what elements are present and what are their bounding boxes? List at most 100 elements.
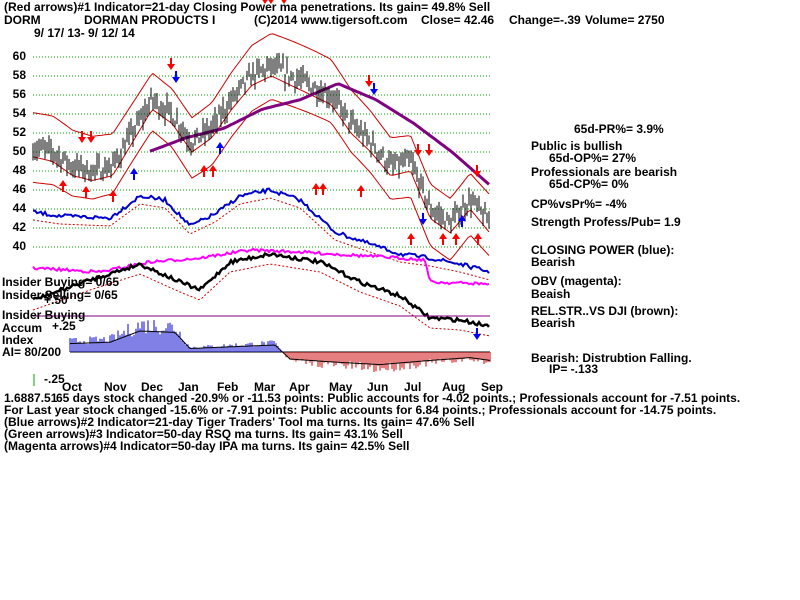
relstr-value: Bearish [531,316,576,330]
buy-arrow-icon [130,168,138,180]
x-tick-jun: Jun [367,380,389,394]
footer-line1: 65 days stock changed -20.9% or -11.53 p… [56,391,741,405]
op-value: 65d-OP%= 27% [549,151,637,165]
y-tick: 56 [12,87,26,101]
buy-arrow-icon [109,190,117,202]
copyright: (C)2014 www.tigersoft.com [254,13,408,27]
x-tick-feb: Feb [217,380,239,394]
index-label: Index [2,333,34,347]
y-tick: 58 [12,68,26,82]
sell-arrow-icon [167,58,175,70]
insider-buying-count: Insider Buying= 0/65 [2,275,120,289]
sell-arrow-icon [370,83,378,95]
sell-arrow-icon [268,0,274,4]
closing-power-label: CLOSING POWER (blue): [531,243,675,257]
sell-arrow-icon [473,165,481,177]
buy-arrow-icon [82,186,90,198]
pr-value: 65d-PR%= 3.9% [574,122,664,136]
buy-arrow-icon [407,233,415,245]
sell-arrow-icon [262,0,268,4]
obv-line [32,247,490,286]
sell-arrow-icon [281,0,287,4]
symbol: DORM [4,13,41,27]
strength-ratio: Strength Profess/Pub= 1.9 [531,215,681,229]
sell-arrow-icon [419,213,427,225]
ip-value: IP= -.133 [549,362,599,376]
buy-arrow-icon [452,233,460,245]
sell-arrow-icon [425,144,433,156]
footer-overlap: 1.6887.51 [4,391,58,405]
x-tick-dec: Dec [141,380,164,394]
buy-arrow-icon [209,165,217,177]
buy-arrow-icon [59,180,67,192]
cp-vs-pr: CP%vsPr%= -4% [531,197,627,211]
sell-arrow-icon [473,328,481,340]
x-tick-sep: Sep [481,380,504,394]
accum-label: Accum [2,321,43,335]
buy-arrow-icon [216,142,224,154]
footer-line5: (Magenta arrows)#4 Indicator=50-day IPA … [4,439,410,453]
buy-arrow-icon [200,165,208,177]
cp-value: 65d-CP%= 0% [549,177,629,191]
x-tick-jan: Jan [178,380,199,394]
volume-value: Volume= 2750 [585,13,665,27]
insider-buying-label: Insider Buying [2,308,86,322]
date-range: 9/ 17/ 13- 9/ 12/ 14 [34,26,135,40]
buy-arrow-icon [439,233,447,245]
accum-ma [69,330,491,366]
closing-power-ma [32,197,490,281]
buy-arrow-icon [312,183,320,195]
x-tick-oct: Oct [62,380,83,394]
plus50-label: +.50 [44,293,68,307]
close-value: Close= 42.46 [421,13,495,27]
footer-line2: For Last year stock changed -15.6% or -7… [4,403,717,417]
relstr-line [32,251,490,328]
y-tick: 46 [12,182,26,196]
relstr-label: REL.STR..VS DJI (brown): [531,304,679,318]
x-tick-may: May [329,380,353,394]
footer-line4: (Green arrows)#3 Indicator=50-day RSQ ma… [4,427,403,441]
sell-arrow-icon [365,75,373,87]
buy-arrow-icon [319,183,327,195]
y-tick: 44 [12,201,26,215]
public-bullish: Public is bullish [531,139,623,153]
change-value: Change=-.39 [509,13,581,27]
y-tick: 60 [12,49,26,63]
y-tick: 52 [12,125,26,139]
closing-power-line [32,187,490,274]
closing-power-value: Bearish [531,255,576,269]
footer-line3: (Blue arrows)#2 Indicator=21-day Tiger T… [4,415,475,429]
x-tick-apr: Apr [289,380,310,394]
sell-arrow-icon [414,144,422,156]
distribution-label: Bearish: Distrubtion Falling. [531,351,692,365]
y-tick: 54 [12,106,26,120]
company-name: DORMAN PRODUCTS I [84,13,216,27]
middle-band [32,76,490,234]
sell-arrow-icon [172,71,180,83]
minus25-label: -.25 [44,372,65,386]
insider-selling-count: Insider Selling= 0/65 [2,288,118,302]
buy-arrow-icon [474,233,482,245]
obv-label: OBV (magenta): [531,274,622,288]
x-tick-jul: Jul [404,380,422,394]
upper-band [32,33,490,199]
x-tick-nov: Nov [104,380,127,394]
x-tick-mar: Mar [254,380,276,394]
sell-arrow-icon [87,131,95,143]
y-tick: 48 [12,163,26,177]
sell-arrow-icon [78,131,86,143]
y-tick: 50 [12,144,26,158]
y-tick: 42 [12,220,26,234]
buy-arrow-icon [458,215,466,227]
ai-label: AI= 80/200 [2,345,62,359]
x-tick-aug: Aug [442,380,466,394]
obv-value: Beaish [531,287,571,301]
header-line1: (Red arrows)#1 Indicator=21-day Closing … [4,0,491,14]
lower-band [32,99,490,261]
y-tick: 40 [12,239,26,253]
buy-arrow-icon [357,185,365,197]
plus25-label: +.25 [52,319,76,333]
prof-bearish: Professionals are bearish [531,165,678,179]
